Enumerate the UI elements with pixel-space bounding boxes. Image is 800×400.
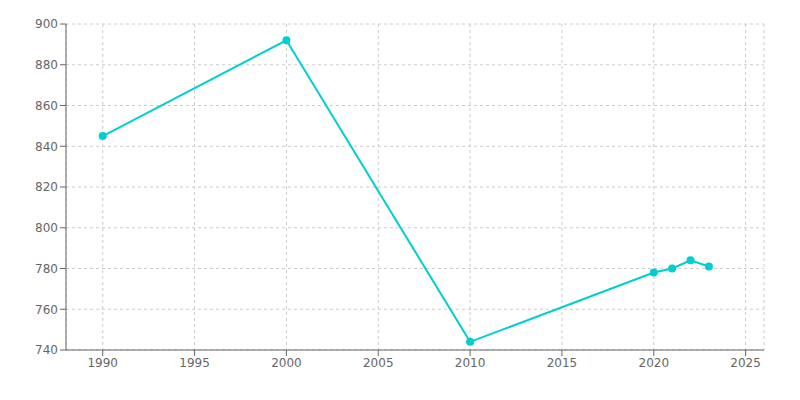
svg-text:900: 900 [35,17,58,31]
svg-text:740: 740 [35,343,58,357]
svg-text:760: 760 [35,303,58,317]
svg-text:860: 860 [35,99,58,113]
svg-text:2000: 2000 [271,356,302,370]
svg-text:2020: 2020 [639,356,670,370]
svg-text:2015: 2015 [547,356,578,370]
svg-text:1995: 1995 [179,356,210,370]
svg-text:800: 800 [35,221,58,235]
svg-text:780: 780 [35,262,58,276]
svg-text:840: 840 [35,140,58,154]
svg-text:820: 820 [35,180,58,194]
svg-text:880: 880 [35,58,58,72]
svg-text:2010: 2010 [455,356,486,370]
svg-text:1990: 1990 [87,356,118,370]
svg-text:2025: 2025 [730,356,761,370]
svg-text:2005: 2005 [363,356,394,370]
